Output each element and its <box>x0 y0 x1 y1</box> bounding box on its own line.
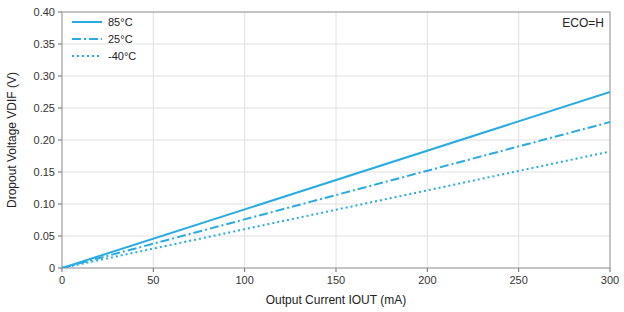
x-tick-label: 200 <box>418 274 436 286</box>
x-tick <box>153 268 154 272</box>
series-line <box>62 92 610 268</box>
y-tick <box>58 76 62 77</box>
y-tick-label: 0.05 <box>34 230 55 242</box>
series-lines <box>62 92 610 268</box>
y-tick <box>58 108 62 109</box>
x-tick <box>518 268 519 272</box>
y-grid-line <box>62 108 610 109</box>
legend-label: 85°C <box>108 16 133 28</box>
y-grid-line <box>62 44 610 45</box>
y-tick <box>58 12 62 13</box>
y-tick <box>58 268 62 269</box>
y-tick-label: 0.25 <box>34 102 55 114</box>
legend-key <box>72 55 102 57</box>
background <box>0 0 624 312</box>
x-tick-label: 250 <box>509 274 527 286</box>
y-tick-label: 0.10 <box>34 198 55 210</box>
legend-key <box>72 21 102 23</box>
y-grid-line <box>62 172 610 173</box>
grid <box>62 12 610 268</box>
y-axis-label: Dropout Voltage VDIF (V) <box>5 72 19 208</box>
y-tick-label: 0.30 <box>34 70 55 82</box>
legend-label: -40°C <box>108 50 136 62</box>
y-tick <box>58 140 62 141</box>
x-tick <box>336 268 337 272</box>
y-tick-label: 0 <box>49 262 55 274</box>
y-tick-label: 0.20 <box>34 134 55 146</box>
y-grid-line <box>62 76 610 77</box>
x-tick <box>427 268 428 272</box>
annotation: ECO=H <box>562 16 604 30</box>
y-tick <box>58 236 62 237</box>
x-tick-label: 150 <box>327 274 345 286</box>
x-tick-label: 100 <box>235 274 253 286</box>
x-tick-label: 300 <box>601 274 619 286</box>
axes: 0 50 100 150 200 250 300 0 0.05 0.10 0.15 0.20 0.25 0… <box>34 6 620 286</box>
x-tick <box>244 268 245 272</box>
y-tick <box>58 172 62 173</box>
x-tick-label: 0 <box>59 274 65 286</box>
y-grid-line <box>62 236 610 237</box>
y-tick <box>58 204 62 205</box>
x-tick <box>610 268 611 272</box>
y-tick-label: 0.35 <box>34 38 55 50</box>
series-line <box>62 152 610 268</box>
y-grid-line <box>62 140 610 141</box>
plot-frame <box>62 12 610 268</box>
legend: 85°C 25°C -40°C <box>72 16 136 62</box>
x-axis-label: Output Current IOUT (mA) <box>266 293 406 307</box>
legend-key <box>72 38 102 40</box>
x-tick <box>62 268 63 272</box>
x-tick-label: 50 <box>147 274 159 286</box>
legend-label: 25°C <box>108 33 133 45</box>
y-grid-line <box>62 204 610 205</box>
y-tick-label: 0.40 <box>34 6 55 18</box>
series-line <box>62 122 610 268</box>
y-tick <box>58 44 62 45</box>
chart: 0 50 100 150 200 250 300 0 0.05 0.10 0.15 0.20 0.25 0… <box>0 0 624 312</box>
y-tick-label: 0.15 <box>34 166 55 178</box>
